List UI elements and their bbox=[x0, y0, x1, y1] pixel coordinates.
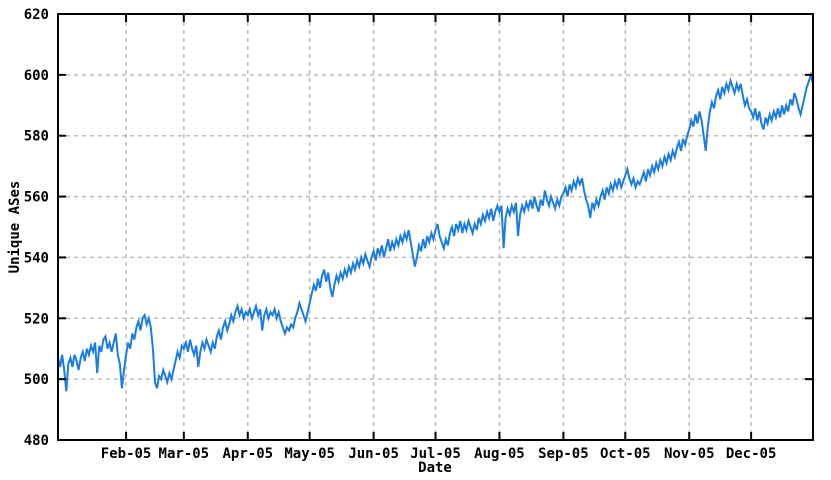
axis-ticks-and-border bbox=[57, 13, 814, 441]
y-axis-title: Unique ASes bbox=[7, 181, 23, 274]
y-tick-label: 580 bbox=[24, 129, 49, 145]
x-tick-label: Apr-05 bbox=[222, 446, 273, 462]
x-tick-label: Jun-05 bbox=[348, 446, 399, 462]
x-tick-label: Mar-05 bbox=[159, 446, 210, 462]
y-tick-label: 500 bbox=[24, 372, 49, 388]
y-tick-label: 620 bbox=[24, 7, 49, 23]
x-tick-label: Nov-05 bbox=[664, 446, 715, 462]
x-tick-label: Jul-05 bbox=[410, 446, 461, 462]
x-tick-label: Oct-05 bbox=[600, 446, 651, 462]
tick-labels: 480 500 520 540 560 580 600 620 Feb-05 Mar-05 Apr-… bbox=[24, 7, 777, 462]
data-line-unique-ases bbox=[57, 71, 814, 392]
y-tick-label: 600 bbox=[24, 68, 49, 84]
gridlines bbox=[58, 14, 813, 440]
y-tick-label: 480 bbox=[24, 433, 49, 449]
x-tick-label: Aug-05 bbox=[474, 446, 525, 462]
x-tick-label: Dec-05 bbox=[726, 446, 777, 462]
y-tick-label: 540 bbox=[24, 250, 49, 266]
x-tick-label: Sep-05 bbox=[538, 446, 589, 462]
data-line-layer bbox=[57, 71, 814, 392]
y-tick-label: 520 bbox=[24, 311, 49, 327]
x-axis-title: Date bbox=[418, 460, 452, 476]
y-tick-label: 560 bbox=[24, 190, 49, 206]
x-tick-label: Feb-05 bbox=[101, 446, 152, 462]
x-tick-label: May-05 bbox=[284, 446, 335, 462]
